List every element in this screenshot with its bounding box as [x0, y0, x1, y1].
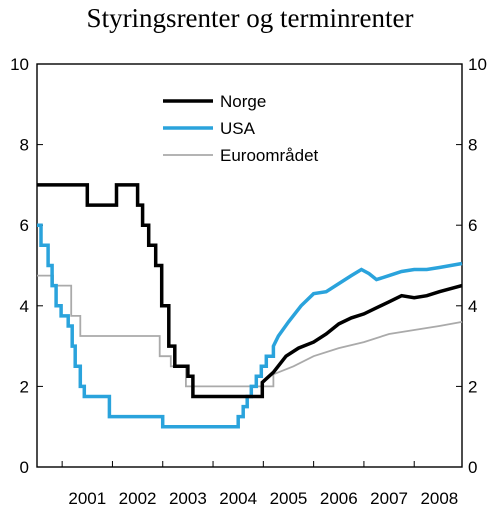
x-tick-label: 2007	[370, 489, 408, 508]
x-tick-label: 2008	[420, 489, 458, 508]
x-tick-label: 2001	[68, 489, 106, 508]
y-tick-label-left: 4	[20, 297, 29, 316]
y-tick-label-right: 4	[468, 297, 477, 316]
axis-ticks: 0 0 2 2 4 4 6 6 8 8 10 10 2001 2002 2003 2004 2005 2006 20…	[10, 55, 487, 508]
y-tick-label-left: 8	[20, 136, 29, 155]
y-tick-label-left: 6	[20, 216, 29, 235]
y-tick-label-left: 0	[20, 458, 29, 477]
series-line	[37, 183, 463, 399]
series-line	[37, 274, 463, 388]
x-tick-label: 2003	[169, 489, 207, 508]
y-tick-label-right: 6	[468, 216, 477, 235]
y-tick-label-right: 0	[468, 458, 477, 477]
legend-label: Euroområdet	[220, 146, 319, 165]
series-lines	[37, 183, 463, 429]
legend: Norge USA Euroområdet	[163, 92, 319, 165]
x-tick-label: 2006	[320, 489, 358, 508]
legend-label: Norge	[220, 92, 266, 111]
series-line	[37, 223, 463, 429]
x-tick-label: 2005	[270, 489, 308, 508]
chart-title: Styringsrenter og terminrenter	[87, 3, 414, 33]
y-tick-label-left: 10	[10, 55, 29, 74]
plot-area	[36, 63, 463, 468]
y-tick-label-left: 2	[20, 377, 29, 396]
x-tick-label: 2002	[119, 489, 157, 508]
y-tick-label-right: 8	[468, 136, 477, 155]
y-tick-label-right: 10	[468, 55, 487, 74]
x-tick-label: 2004	[219, 489, 257, 508]
y-tick-label-right: 2	[468, 377, 477, 396]
legend-label: USA	[220, 119, 256, 138]
